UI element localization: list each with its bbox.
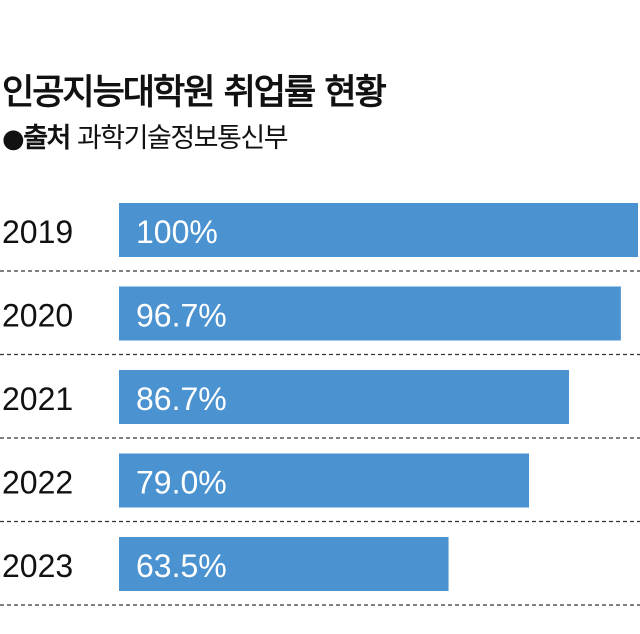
bar-2019 xyxy=(119,203,638,257)
category-label-2020: 2020 xyxy=(2,298,73,334)
bullet-icon: ● xyxy=(2,124,25,154)
category-label-2021: 2021 xyxy=(2,381,73,417)
source-line: ●출처 과학기술정보통신부 xyxy=(2,116,289,155)
category-label-2022: 2022 xyxy=(2,465,73,501)
chart-title: 인공지능대학원 취업률 현황 xyxy=(2,73,387,113)
value-label-2022: 79.0% xyxy=(136,465,227,501)
bar-2023 xyxy=(119,537,449,591)
bar-2020 xyxy=(119,286,621,341)
value-label-2023: 63.5% xyxy=(136,548,227,584)
value-label-2021: 86.7% xyxy=(136,381,227,417)
category-label-2019: 2019 xyxy=(2,214,73,250)
value-label-2020: 96.7% xyxy=(136,298,227,334)
value-label-2019: 100% xyxy=(136,214,218,250)
source-label: 출처 xyxy=(23,123,71,154)
bar-2022 xyxy=(119,453,530,508)
source-value: 과학기술정보통신부 xyxy=(76,123,289,154)
bar-2021 xyxy=(119,370,569,424)
category-label-2023: 2023 xyxy=(2,548,73,584)
